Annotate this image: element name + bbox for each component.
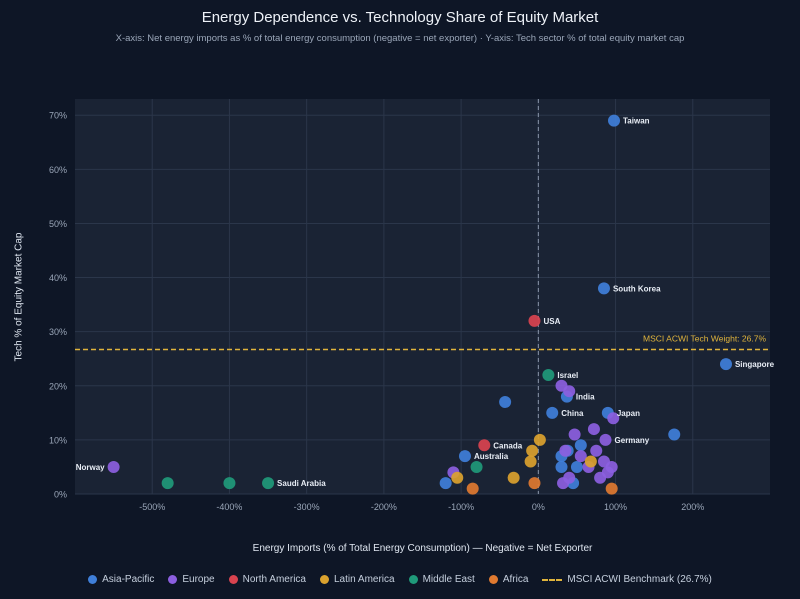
x-tick-label: -200%: [371, 502, 397, 512]
y-tick-label: 20%: [49, 381, 67, 391]
x-tick-label: 200%: [681, 502, 704, 512]
data-point: [161, 477, 174, 490]
x-axis-label: Energy Imports (% of Total Energy Consum…: [252, 543, 593, 554]
data-point: [542, 368, 555, 381]
x-tick-label: 100%: [604, 502, 627, 512]
y-tick-label: 40%: [49, 273, 67, 283]
benchmark-label: MSCI ACWI Tech Weight: 26.7%: [643, 334, 766, 344]
legend-marker-icon: [88, 575, 98, 584]
legend-label: Europe: [182, 574, 215, 585]
data-point: [557, 477, 570, 490]
plot-area: [75, 99, 770, 494]
legend-marker-icon: [408, 575, 418, 584]
y-axis-label: Tech % of Equity Market Cap: [13, 232, 25, 362]
data-point: [608, 114, 621, 127]
legend-label: MSCI ACWI Benchmark (26.7%): [567, 574, 712, 585]
point-label: Japan: [617, 409, 640, 418]
point-label: Norway: [76, 463, 105, 472]
data-point: [570, 460, 583, 473]
point-label: Australia: [474, 452, 509, 461]
point-label: India: [576, 393, 595, 402]
point-label: Singapore: [735, 360, 775, 369]
data-point: [526, 444, 539, 457]
data-point: [439, 477, 452, 490]
point-label: Canada: [493, 441, 522, 450]
point-label: Israel: [557, 371, 578, 380]
legend-item-latin-america[interactable]: Latin America: [319, 574, 395, 585]
legend-item-europe[interactable]: Europe: [168, 574, 215, 585]
legend-label: Africa: [502, 574, 529, 585]
data-point: [107, 460, 120, 473]
legend-item-asia-pacific[interactable]: Asia-Pacific: [88, 574, 154, 585]
legend-marker-icon: [319, 575, 329, 584]
data-point: [533, 433, 546, 446]
data-point: [605, 482, 618, 495]
point-label: USA: [543, 317, 560, 326]
data-point: [574, 439, 587, 452]
data-point: [470, 460, 483, 473]
legend-label: Asia-Pacific: [102, 574, 155, 585]
legend-item-africa[interactable]: Africa: [488, 574, 529, 585]
legend-marker-icon: [488, 575, 498, 584]
data-point: [599, 433, 612, 446]
data-point: [719, 358, 732, 371]
x-tick-label: -100%: [448, 502, 474, 512]
legend: Asia-Pacific Europe North America Latin …: [0, 574, 800, 585]
data-point: [458, 450, 471, 463]
data-point: [584, 455, 597, 468]
point-label: Germany: [615, 436, 650, 445]
legend-item-north-america[interactable]: North America: [228, 574, 306, 585]
data-point: [466, 482, 479, 495]
dashed-line-icon: [542, 578, 563, 581]
y-tick-label: 10%: [49, 435, 67, 445]
point-label: China: [561, 409, 584, 418]
chart-title: Energy Dependence vs. Technology Share o…: [201, 9, 599, 26]
data-point: [223, 477, 236, 490]
chart-subtitle: X-axis: Net energy imports as % of total…: [115, 33, 685, 44]
data-point: [587, 423, 600, 436]
x-tick-label: -500%: [139, 502, 165, 512]
data-point: [568, 428, 581, 441]
data-point: [478, 439, 491, 452]
data-point: [668, 428, 681, 441]
y-tick-label: 60%: [49, 165, 67, 175]
y-tick-label: 50%: [49, 219, 67, 229]
x-tick-label: -400%: [216, 502, 242, 512]
data-point: [499, 396, 512, 409]
legend-item-middle-east[interactable]: Middle East: [408, 574, 475, 585]
x-tick-label: -300%: [294, 502, 320, 512]
data-point: [597, 282, 610, 295]
data-point: [524, 455, 537, 468]
data-point: [563, 385, 576, 398]
point-label: South Korea: [613, 284, 661, 293]
point-label: Saudi Arabia: [277, 479, 326, 488]
data-point: [507, 471, 520, 484]
point-label: Taiwan: [623, 117, 650, 126]
data-point: [607, 412, 620, 425]
data-point: [559, 444, 572, 457]
data-point: [546, 406, 559, 419]
data-point: [555, 460, 568, 473]
y-tick-label: 70%: [49, 111, 67, 121]
legend-label: Middle East: [422, 574, 475, 585]
data-point: [451, 471, 464, 484]
legend-marker-icon: [168, 575, 178, 584]
x-tick-label: 0%: [532, 502, 545, 512]
data-point: [528, 477, 541, 490]
data-point: [262, 477, 275, 490]
data-point: [594, 471, 607, 484]
y-tick-label: 30%: [49, 327, 67, 337]
data-point: [590, 444, 603, 457]
data-point: [574, 450, 587, 463]
legend-label: North America: [242, 574, 306, 585]
legend-item-benchmark[interactable]: MSCI ACWI Benchmark (26.7%): [542, 574, 712, 585]
legend-marker-icon: [228, 575, 238, 584]
legend-label: Latin America: [333, 574, 395, 585]
y-tick-label: 0%: [54, 490, 67, 500]
data-point: [528, 314, 541, 327]
